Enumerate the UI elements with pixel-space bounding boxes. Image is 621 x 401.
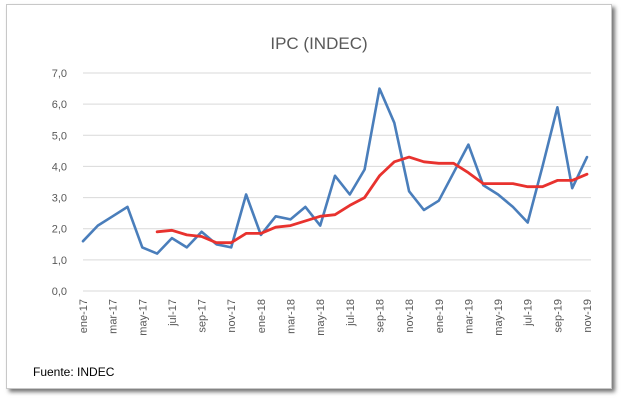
y-tick-label: 2,0 [52,224,67,236]
series-line-red [155,155,589,245]
grid-lines [83,72,591,292]
x-tick-label: ene-19 [434,299,446,333]
y-tick-label: 5,0 [52,130,67,142]
x-tick-label: jul-19 [523,299,535,327]
x-tick-label: jul-17 [167,299,179,327]
x-tick-label: sep-19 [552,299,564,333]
x-tick-label: mar-17 [108,299,120,334]
x-axis-tick-labels: ene-17 mar-17 may-17 jul-17 sep-17 nov-17 ene-… [78,299,594,336]
x-tick-label: may-17 [137,299,149,336]
x-tick-label: nov-17 [226,299,238,333]
x-tick-label: mar-18 [286,299,298,334]
series-line-blue [81,87,589,255]
x-tick-label: mar-19 [463,299,475,334]
chart-svg: IPC (INDEC) 0,0 1,0 2,0 3,0 4,0 5,0 6,0 7,0 ene… [33,34,594,379]
y-tick-label: 1,0 [52,255,67,267]
x-tick-label: nov-18 [404,299,416,333]
chart-frame: IPC (INDEC) 0,0 1,0 2,0 3,0 4,0 5,0 6,0 7,0 ene… [6,4,612,389]
x-tick-label: sep-18 [374,299,386,333]
y-tick-label: 4,0 [52,161,67,173]
chart-title: IPC (INDEC) [270,34,367,53]
series-lines [81,87,589,255]
source-note: Fuente: INDEC [33,365,115,379]
y-tick-label: 7,0 [52,68,67,80]
x-tick-label: ene-17 [78,299,90,333]
x-tick-label: ene-18 [256,299,268,333]
x-tick-label: nov-19 [582,299,594,333]
x-tick-label: sep-17 [197,299,209,333]
y-axis-tick-labels: 0,0 1,0 2,0 3,0 4,0 5,0 6,0 7,0 [52,68,67,298]
y-tick-label: 3,0 [52,193,67,205]
y-tick-label: 6,0 [52,99,67,111]
x-tick-label: may-18 [315,299,327,336]
y-tick-label: 0,0 [52,286,67,298]
x-tick-label: may-19 [493,299,505,336]
x-tick-label: jul-18 [345,299,357,327]
